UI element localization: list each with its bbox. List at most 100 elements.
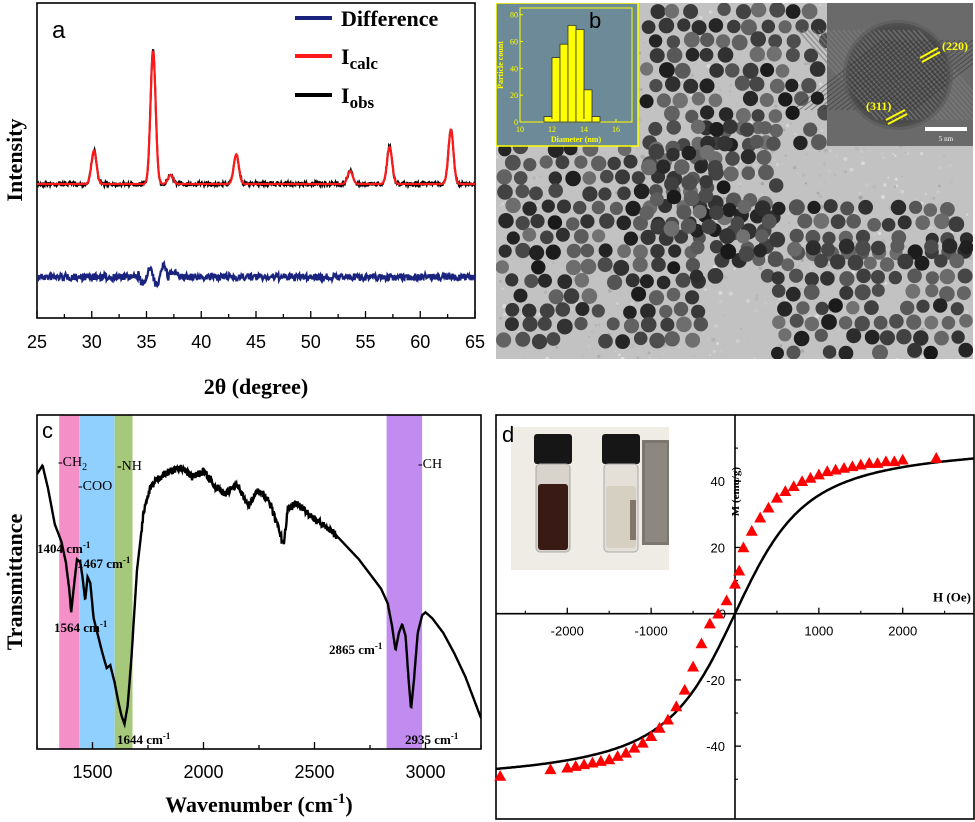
nanoparticle [725,63,740,78]
nanoparticle [797,213,813,229]
histogram-x-tick-label: 10 [516,125,524,134]
nanoparticle [736,229,751,244]
nanoparticle [555,155,570,170]
nanoparticle [923,203,938,217]
nanoparticle [788,199,805,216]
nanoparticle [522,316,538,332]
nanoparticle [814,254,829,268]
nanoparticle [716,180,731,195]
nanoparticle [699,78,715,94]
nanoparticle [722,202,737,218]
nanoparticle [640,229,656,245]
nanoparticle [680,218,697,234]
nanoparticle [685,109,699,123]
x-tick-label: 3000 [405,762,445,782]
nanoparticle [789,313,804,328]
nanoparticle [666,147,680,162]
nanoparticle [785,48,800,62]
nanoparticle [830,254,846,270]
nanoparticle [683,78,699,94]
nanoparticle [959,240,973,255]
data-point-marker [838,461,851,473]
nanoparticle [598,187,612,201]
nanoparticle [838,316,853,330]
nanoparticle [759,93,774,107]
histogram-bar [591,116,601,123]
nanoparticle [555,227,570,242]
nanoparticle [691,20,707,36]
nanoparticle [754,200,771,217]
histogram-ticks: 10 12 14 16 0 20 40 60 80 [510,11,620,134]
panel-c-band-labels: -CH2 -COO -NH -CH [58,455,442,494]
nanoparticle [676,316,692,333]
nanoparticle [623,231,639,246]
nanoparticle [838,345,854,359]
nanoparticle [900,300,915,316]
x-tick-label: 2500 [294,762,334,782]
nanoparticle [613,259,630,276]
panel-a-x-axis-label: 2θ (degree) [204,374,309,399]
nanoparticle [839,285,854,300]
nanoparticle [768,109,783,123]
x-tick-label: 1500 [72,762,112,782]
data-point-marker [670,700,683,712]
nanoparticle [693,317,708,332]
data-point-marker [888,455,901,467]
nanoparticle [793,330,810,347]
lattice-marker-220 [919,47,939,59]
nanoparticle [691,304,706,319]
histogram-y-tick-label: 80 [510,11,518,20]
nanoparticle [685,332,701,348]
nanoparticle [709,63,724,78]
nanoparticle [854,284,871,301]
nanoparticle [591,200,606,215]
nanoparticle [666,47,683,63]
nanoparticle [573,200,587,215]
data-point-marker [687,660,700,672]
data-point-marker [804,471,817,483]
nanoparticle [951,330,965,344]
nanoparticle [734,75,751,91]
nanoparticle [751,109,765,123]
nanoparticle [592,229,606,243]
nanoparticle [537,316,552,331]
nanoparticle [716,34,731,49]
nanoparticle [760,268,775,283]
panel-c-spectrum [37,463,481,729]
y-tick-label: 20 [711,540,725,555]
nanoparticle [632,257,648,273]
nanoparticle [707,160,723,176]
peak-annotation: 1644 cm-1 [117,731,171,747]
nanoparticle [772,315,786,329]
nanoparticle [811,134,827,151]
data-point-marker [494,769,507,781]
nanoparticle [847,254,864,271]
nanoparticle [785,286,801,302]
nanoparticle [563,288,580,304]
histogram-x-tick-label: 12 [548,125,556,134]
nanoparticle [496,260,509,274]
x-tick-label: -1000 [635,624,668,639]
data-point-marker [720,594,733,606]
data-point-marker [544,763,557,775]
nanoparticle [750,31,766,47]
nanoparticle [907,342,923,358]
nanoparticle [699,175,713,189]
data-point-marker [930,452,943,463]
peak-annotation: 1467 cm-1 [77,555,131,571]
nanoparticle [761,19,776,34]
nanoparticle [663,220,680,237]
nanoparticle [821,242,835,257]
nanoparticle [804,272,819,287]
peak-annotation: 1564 cm-1 [54,619,108,635]
nanoparticle [523,158,537,172]
nanoparticle [616,215,632,231]
nanoparticle [916,299,930,313]
nanoparticle [617,186,631,201]
nanoparticle [803,122,818,137]
nanoparticle [555,302,571,317]
nanoparticle [717,136,733,152]
data-point-marker [578,758,591,770]
nanoparticle [668,244,682,258]
nanoparticle [565,259,582,276]
